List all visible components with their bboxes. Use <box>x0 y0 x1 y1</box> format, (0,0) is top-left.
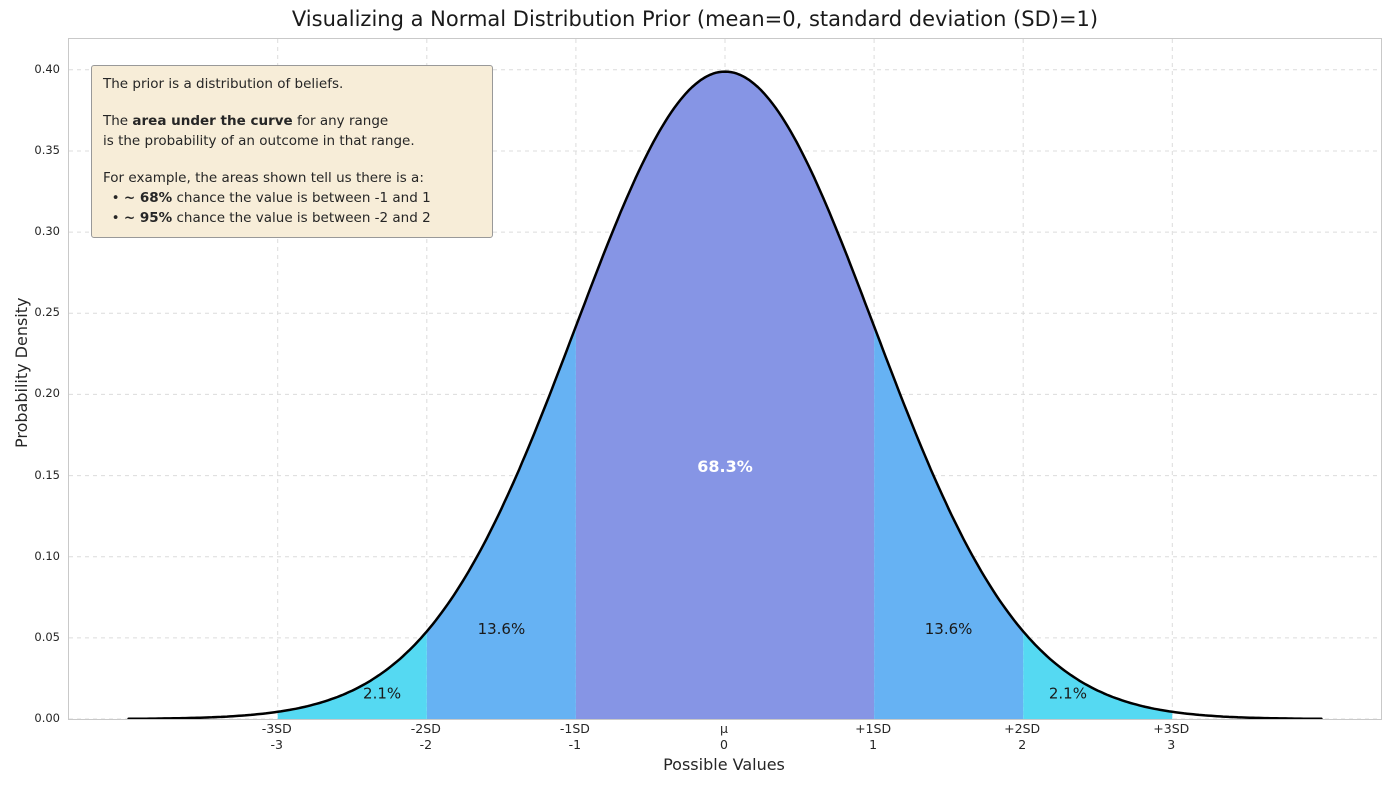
annotation-line: The prior is a distribution of beliefs. <box>103 74 481 94</box>
annotation-text: • <box>103 210 124 226</box>
annotation-text: • <box>103 190 124 206</box>
x-axis-label: Possible Values <box>663 755 785 774</box>
region-label-13.6%: 13.6% <box>478 620 526 638</box>
y-tick-label-0.10: 0.10 <box>34 548 60 563</box>
x-tick-value: 3 <box>1167 737 1176 752</box>
y-tick-label-0.40: 0.40 <box>34 61 60 76</box>
region-fill--3-to--2 <box>277 631 427 719</box>
annotation-line: • ~ 95% chance the value is between -2 a… <box>103 208 481 228</box>
x-tick-label--1: -1SD -1 <box>560 721 590 753</box>
x-tick-label-2: +2SD 2 <box>1004 721 1040 753</box>
annotation-text: The <box>103 113 133 129</box>
region-fill--1-to-1 <box>575 71 875 719</box>
density-curve <box>127 70 1323 719</box>
x-tick-sd: +2SD <box>1004 721 1041 736</box>
x-tick-value: 1 <box>869 737 878 752</box>
y-tick-label-0.30: 0.30 <box>34 224 60 239</box>
y-tick-label-0.05: 0.05 <box>34 629 60 644</box>
region-fill-2-to-3 <box>1023 631 1173 719</box>
x-tick-sd: -3SD <box>261 721 292 736</box>
region-label-13.6%: 13.6% <box>925 620 973 638</box>
annotation-text: The prior is a distribution of beliefs. <box>103 76 344 92</box>
x-tick-sd: +3SD <box>1153 721 1190 736</box>
y-tick-label-0.35: 0.35 <box>34 142 60 157</box>
x-tick-value: 0 <box>720 737 728 752</box>
x-tick-value: -2 <box>419 737 433 752</box>
x-tick-label--2: -2SD -2 <box>411 721 441 753</box>
x-tick-sd: μ <box>720 721 728 736</box>
region-label-2.1%: 2.1% <box>1049 684 1087 702</box>
annotation-text: chance the value is between -1 and 1 <box>172 190 431 206</box>
annotation-blank-line <box>103 94 481 111</box>
annotation-bold-text: ~ 95% <box>123 210 173 226</box>
annotation-line: • ~ 68% chance the value is between -1 a… <box>103 188 481 208</box>
annotation-text: chance the value is between -2 and 2 <box>172 210 431 226</box>
x-tick-label-1: +1SD 1 <box>855 721 891 753</box>
annotation-text: For example, the areas shown tell us the… <box>103 170 424 186</box>
annotation-box: The prior is a distribution of beliefs. T… <box>91 65 493 238</box>
region-label-68.3%: 68.3% <box>697 457 753 476</box>
annotation-line: is the probability of an outcome in that… <box>103 131 481 151</box>
region-label-2.1%: 2.1% <box>363 684 401 702</box>
annotation-line: For example, the areas shown tell us the… <box>103 168 481 188</box>
annotation-bold-text: ~ 68% <box>123 190 173 206</box>
x-tick-sd: -1SD <box>559 721 590 736</box>
x-tick-value: -3 <box>270 737 283 752</box>
plot-area: 68.3% 13.6% 13.6% 2.1% 2.1% The prior is a d… <box>68 38 1382 720</box>
x-tick-sd: +1SD <box>855 721 892 736</box>
plot-svg: 68.3% 13.6% 13.6% 2.1% 2.1% <box>69 39 1381 719</box>
annotation-text: is the probability of an outcome in that… <box>103 133 415 149</box>
y-tick-label-0.00: 0.00 <box>34 711 60 725</box>
x-tick-value: -1 <box>568 737 582 752</box>
y-tick-label-0.15: 0.15 <box>34 467 60 482</box>
x-tick-value: 2 <box>1018 737 1027 752</box>
annotation-line: The area under the curve for any range <box>103 111 481 131</box>
y-axis-label: Probability Density <box>12 297 31 449</box>
x-tick-label-3: +3SD 3 <box>1153 721 1189 753</box>
chart-title: Visualizing a Normal Distribution Prior … <box>291 7 1099 31</box>
y-tick-label-0.20: 0.20 <box>34 386 60 401</box>
x-tick-label--3: -3SD -3 <box>262 721 292 753</box>
annotation-bold-text: area under the curve <box>132 113 293 129</box>
annotation-blank-line <box>103 151 481 168</box>
x-tick-sd: -2SD <box>410 721 441 736</box>
y-tick-label-0.25: 0.25 <box>34 305 60 320</box>
annotation-text: for any range <box>292 113 389 129</box>
